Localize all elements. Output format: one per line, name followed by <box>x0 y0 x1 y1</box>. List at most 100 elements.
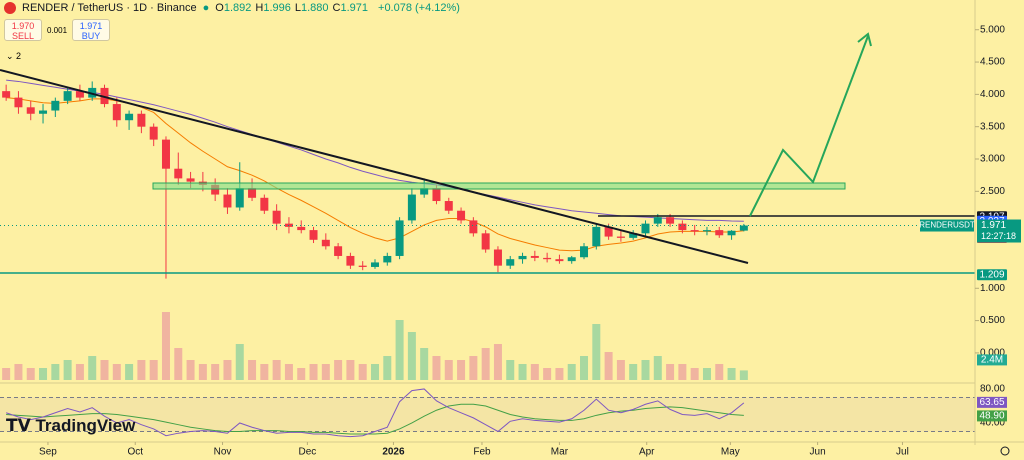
buy-button[interactable]: 1.971 BUY <box>72 19 110 41</box>
candle-body <box>309 230 318 240</box>
buy-price: 1.971 <box>79 21 103 31</box>
x-tick-label: Feb <box>473 447 491 458</box>
volume-bar <box>715 364 724 380</box>
volume-bar <box>2 368 11 380</box>
volume-bar <box>506 360 515 380</box>
volume-bar <box>493 344 502 380</box>
rsi-value: 63.65 <box>979 397 1004 408</box>
candle-body <box>616 236 625 238</box>
volume-bar <box>125 364 134 380</box>
volume-bar <box>272 360 281 380</box>
volume-bar <box>358 364 367 380</box>
price-label-box <box>977 269 1007 281</box>
sell-label: SELL <box>11 31 35 41</box>
candle-body <box>506 259 515 266</box>
brand-name: TradingView <box>35 416 136 435</box>
candle-body <box>592 226 601 247</box>
status-dot: ● <box>202 2 210 14</box>
volume-bar <box>248 360 257 380</box>
candle-body <box>248 188 257 198</box>
last-price-box <box>977 219 1021 243</box>
volume-bar <box>321 364 330 380</box>
candle-body <box>678 223 687 231</box>
x-tick-label: May <box>721 447 740 458</box>
volume-bar <box>580 356 589 380</box>
x-tick-label: Mar <box>551 447 569 458</box>
volume-bar <box>260 364 269 380</box>
candle-body <box>690 230 699 232</box>
last-name: RENDERUSDT <box>919 221 975 230</box>
rsi-tick-label: 80.00 <box>980 384 1005 395</box>
y-tick-label: 5.000 <box>980 24 1005 35</box>
ohlc-value: 1.892 <box>223 2 252 14</box>
candle-body <box>629 233 638 238</box>
brand: 𝗧𝗩 TradingView <box>6 416 136 435</box>
volume-bar <box>174 348 183 380</box>
rsi-value-box <box>977 396 1007 408</box>
candle-body <box>567 257 576 262</box>
y-tick-label: 2.500 <box>980 186 1005 197</box>
candle-body <box>235 188 244 208</box>
volume-bar <box>51 364 60 380</box>
candle-body <box>272 210 281 224</box>
candle-body <box>2 91 11 98</box>
volume-bar <box>137 360 146 380</box>
candle-body <box>444 201 453 211</box>
x-tick-label: Dec <box>298 447 316 458</box>
candle-body <box>26 107 35 114</box>
volume-bar <box>14 364 23 380</box>
ohlc-value: 1.880 <box>301 2 329 14</box>
volume-bar <box>616 360 625 380</box>
candle-body <box>543 257 552 260</box>
last-name-box <box>920 219 974 232</box>
volume-bar <box>604 352 613 380</box>
volume-bar <box>186 360 195 380</box>
ohlc-key: O <box>215 2 224 14</box>
sell-button[interactable]: 1.970 SELL <box>4 19 42 41</box>
x-tick-label: Oct <box>127 447 143 458</box>
indicators-toggle[interactable]: ⌄ 2 <box>6 51 22 61</box>
volume-bar <box>161 312 170 380</box>
y-tick-label: 3.500 <box>980 121 1005 132</box>
candle-body <box>432 188 441 202</box>
candle-body <box>715 230 724 236</box>
y-tick-label: 0.500 <box>980 315 1005 326</box>
candle-body <box>51 100 60 111</box>
volume-bar <box>334 360 343 380</box>
plot <box>0 79 975 438</box>
change: +0.078 (+4.12%) <box>378 2 460 14</box>
spread: 0.001 <box>47 26 68 35</box>
volume-bar <box>63 360 72 380</box>
volume-bar <box>432 356 441 380</box>
candle-body <box>469 220 478 234</box>
buy-label: BUY <box>81 31 101 41</box>
candle-body <box>149 126 158 140</box>
volume-bar <box>690 368 699 380</box>
ohlc: O1.892 H1.996 L1.880 C1.971 <box>215 2 372 14</box>
candle-body <box>493 249 502 266</box>
volume-bar <box>371 364 379 380</box>
candle-body <box>14 97 23 108</box>
indicator-count: 2 <box>16 51 22 61</box>
candle-body <box>739 225 748 231</box>
candle-body <box>346 255 355 266</box>
candle-body <box>321 239 330 247</box>
candle-body <box>481 233 490 250</box>
candle-body <box>702 230 711 232</box>
volume-bar <box>420 348 429 380</box>
ohlc-key: C <box>332 2 341 14</box>
volume-bar <box>530 364 539 380</box>
candle-body <box>358 265 367 267</box>
settings-icon[interactable] <box>1000 446 1010 456</box>
candle-body <box>125 113 134 121</box>
volume-bar <box>39 368 48 380</box>
ohlc-value: 1.996 <box>263 2 291 14</box>
candle-body <box>88 87 97 98</box>
y-tick-label: 4.500 <box>980 57 1005 68</box>
candle-body <box>727 230 736 236</box>
volume-bar <box>149 360 158 380</box>
volume-bar <box>702 368 711 380</box>
candle-body <box>186 178 195 182</box>
candle-body <box>555 259 564 262</box>
volume-bar <box>727 368 736 380</box>
